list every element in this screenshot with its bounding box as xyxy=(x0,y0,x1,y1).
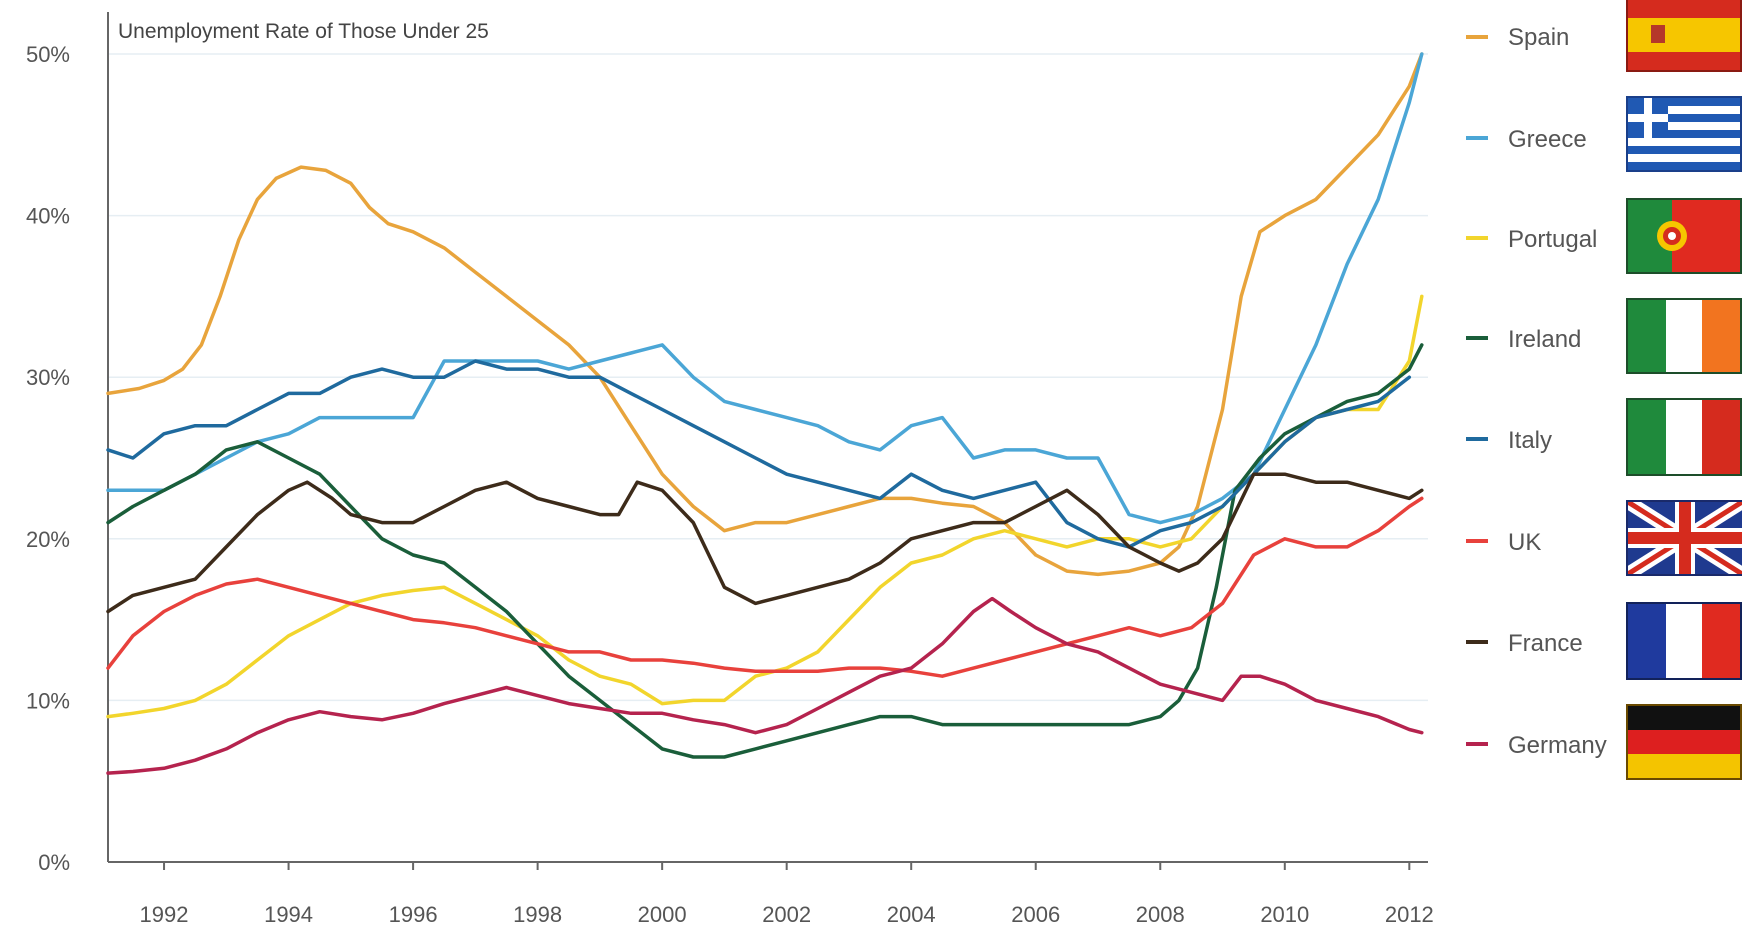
chart-title: Unemployment Rate of Those Under 25 xyxy=(118,20,489,43)
legend-label-portugal: Portugal xyxy=(1508,226,1597,253)
legend-item-greece: Greece xyxy=(1466,96,1742,172)
y-axis-tick-labels: 0% 10% 20% 30% 40% 50% xyxy=(26,42,70,875)
y-tick-label: 20% xyxy=(26,527,70,552)
x-tick-label: 2008 xyxy=(1136,902,1185,927)
legend-item-france: France xyxy=(1466,602,1742,680)
legend-item-ireland: Ireland xyxy=(1466,298,1742,374)
legend-item-spain: Spain xyxy=(1466,0,1742,72)
x-tick-label: 1994 xyxy=(264,902,313,927)
x-tick-label: 1996 xyxy=(389,902,438,927)
legend-item-uk: UK xyxy=(1466,500,1742,576)
germany-flag-icon xyxy=(1626,704,1742,780)
legend-label-greece: Greece xyxy=(1508,126,1587,153)
italy-flag-icon xyxy=(1626,398,1742,476)
y-tick-label: 30% xyxy=(26,365,70,390)
series-line-ireland xyxy=(106,343,1424,759)
ireland-flag-icon xyxy=(1626,298,1742,374)
france-flag-icon xyxy=(1626,602,1742,680)
gridlines xyxy=(108,53,1428,702)
x-tick-label: 2004 xyxy=(887,902,936,927)
series-lines xyxy=(106,52,1424,775)
x-tick-label: 2006 xyxy=(1011,902,1060,927)
legend-label-uk: UK xyxy=(1508,529,1541,556)
series-line-uk xyxy=(106,496,1424,678)
series-line-france xyxy=(106,472,1424,614)
x-tick-label: 1998 xyxy=(513,902,562,927)
series-line-italy xyxy=(106,359,1412,549)
series-line-spain xyxy=(106,52,1424,577)
uk-flag-icon xyxy=(1626,500,1742,576)
y-tick-label: 50% xyxy=(26,42,70,67)
x-tick-label: 2000 xyxy=(638,902,687,927)
series-line-greece xyxy=(106,52,1424,525)
y-tick-label: 0% xyxy=(38,850,70,875)
x-tick-label: 2002 xyxy=(762,902,811,927)
x-axis-tick-labels: 1992 1994 1996 1998 2000 2002 2004 2006 2008 2010… xyxy=(140,902,1434,927)
legend: Spain Greece xyxy=(1466,0,1742,780)
portugal-flag-icon xyxy=(1626,198,1742,274)
x-axis-ticks xyxy=(163,862,1411,870)
x-tick-label: 2010 xyxy=(1260,902,1309,927)
spain-flag-icon xyxy=(1626,0,1742,72)
legend-item-portugal: Portugal xyxy=(1466,198,1742,274)
legend-label-germany: Germany xyxy=(1508,732,1607,759)
series-line-germany xyxy=(106,596,1424,775)
x-tick-label: 1992 xyxy=(140,902,189,927)
legend-label-italy: Italy xyxy=(1508,427,1552,454)
legend-item-italy: Italy xyxy=(1466,398,1742,476)
y-tick-label: 10% xyxy=(26,688,70,713)
legend-item-germany: Germany xyxy=(1466,704,1742,780)
legend-label-spain: Spain xyxy=(1508,24,1569,51)
y-tick-label: 40% xyxy=(26,204,70,229)
legend-label-ireland: Ireland xyxy=(1508,326,1581,353)
greece-flag-icon xyxy=(1626,96,1742,172)
x-tick-label: 2012 xyxy=(1385,902,1434,927)
legend-label-france: France xyxy=(1508,630,1583,657)
